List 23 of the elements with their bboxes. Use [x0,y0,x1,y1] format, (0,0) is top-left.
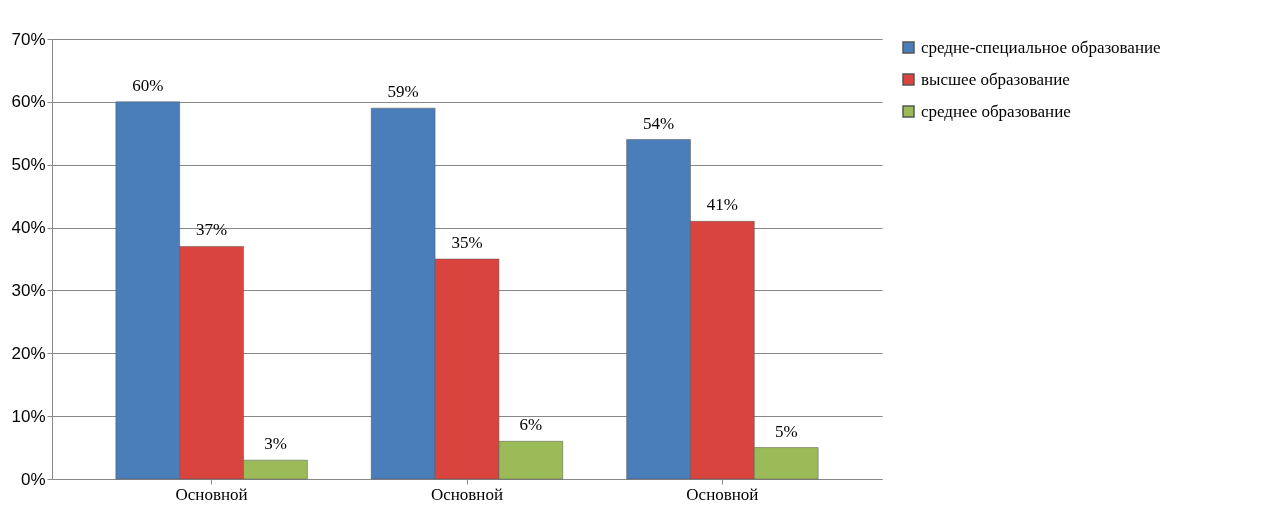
x-tick-label: Основной [175,484,248,504]
data-label: 6% [519,415,543,435]
legend-label: высшее образование [921,69,1070,89]
data-label: 35% [451,233,483,252]
x-tick-label: Основной [430,484,504,504]
y-tick-label: 60% [11,92,46,112]
y-tick-label: 20% [11,343,46,363]
y-tick-label: 40% [11,218,46,238]
data-label: 3% [264,434,287,454]
data-label: 60% [132,75,164,95]
data-label: 37% [196,220,228,240]
data-label: 59% [387,82,419,102]
x-tick-label: Основной [686,484,759,504]
y-tick-label: 50% [11,155,46,175]
y-tick-label: 0% [20,469,46,489]
y-tick-label: 70% [11,29,46,49]
data-label: 41% [706,195,738,215]
data-label: 5% [774,421,798,441]
y-tick-label: 10% [11,406,46,426]
y-tick-label: 30% [11,280,46,300]
legend-label: среднее образование [921,101,1071,121]
legend-label: средне-специальное образование [921,37,1161,57]
data-label: 54% [642,113,675,133]
